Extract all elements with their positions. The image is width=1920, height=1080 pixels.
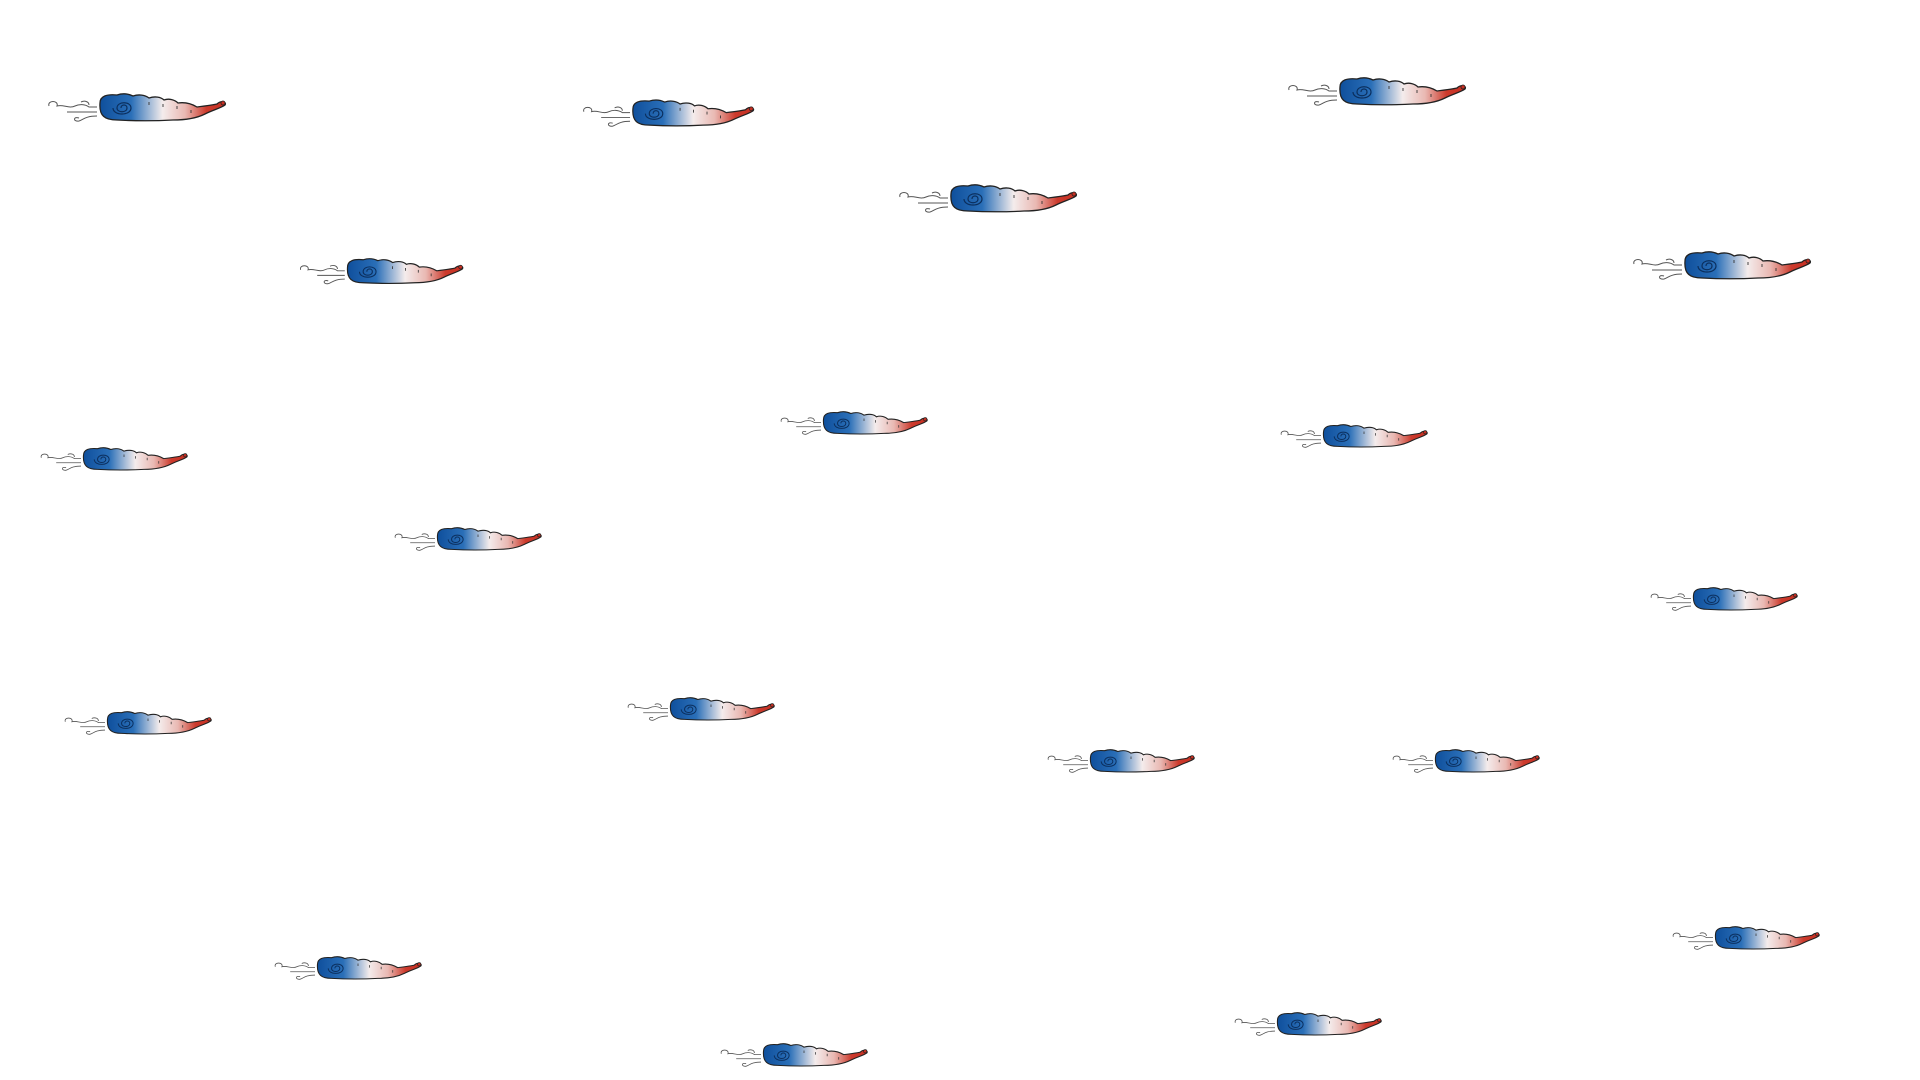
- striped-snail-icon: [392, 526, 545, 557]
- striped-snail-icon: [1630, 250, 1815, 287]
- striped-snail-icon: [1285, 76, 1470, 113]
- striped-snail-icon: [896, 183, 1081, 220]
- striped-snail-icon: [62, 710, 215, 741]
- striped-snail-icon: [1648, 586, 1801, 617]
- striped-snail-icon: [718, 1042, 871, 1073]
- striped-snail-icon: [272, 955, 425, 986]
- striped-snail-icon: [296, 257, 468, 291]
- striped-snail-icon: [625, 696, 778, 727]
- striped-snail-icon: [1278, 423, 1431, 454]
- striped-snail-icon: [1232, 1011, 1385, 1042]
- striped-snail-icon: [1670, 925, 1823, 956]
- striped-snail-icon: [778, 410, 931, 441]
- striped-snail-icon: [45, 92, 230, 129]
- striped-snail-icon: [580, 98, 758, 134]
- striped-snail-icon: [1390, 748, 1543, 779]
- striped-snail-icon: [38, 446, 191, 477]
- striped-snail-icon: [1045, 748, 1198, 779]
